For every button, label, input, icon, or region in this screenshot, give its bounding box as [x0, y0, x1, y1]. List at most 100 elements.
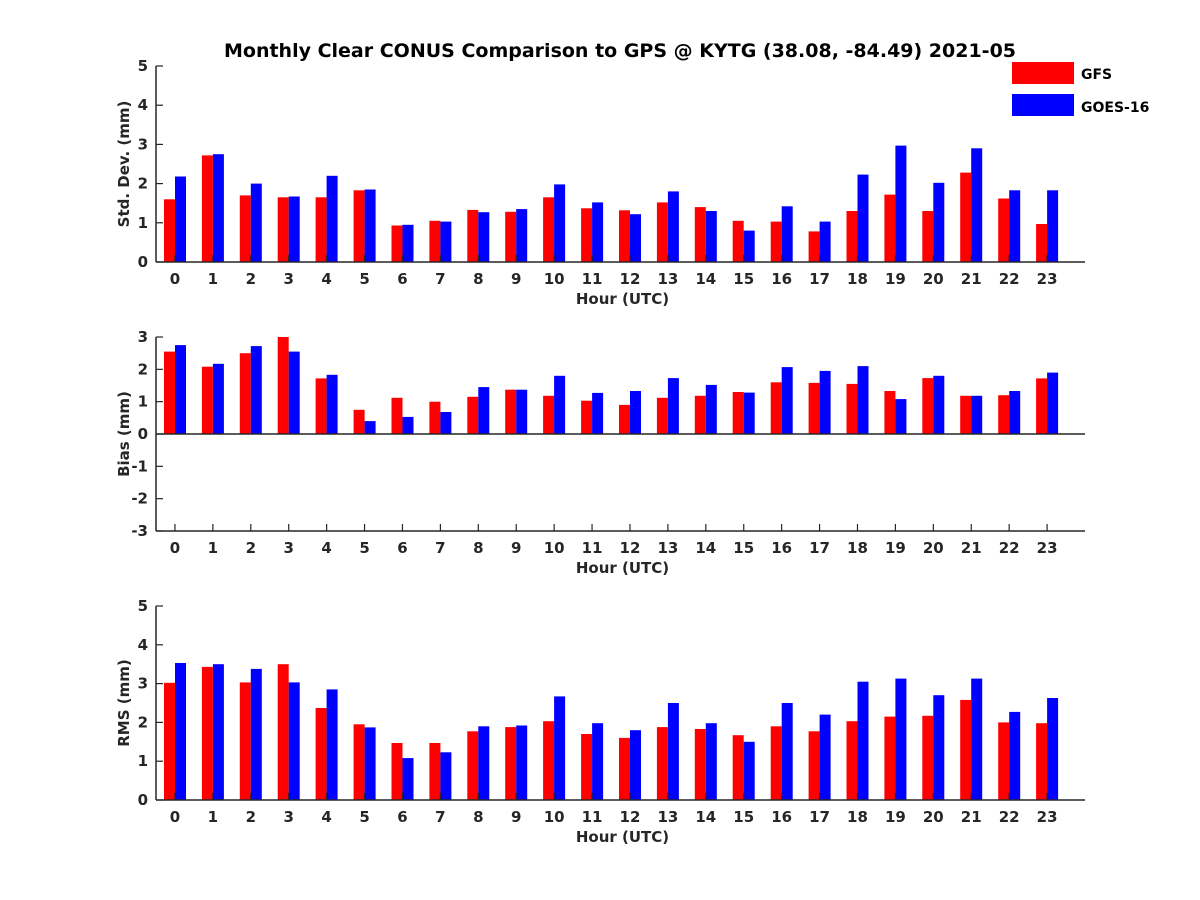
- x-tick-label: 3: [283, 539, 293, 557]
- bar-gfs-hour-13: [656, 202, 668, 262]
- x-tick-label: 4: [321, 539, 331, 557]
- x-tick-label: 0: [170, 539, 180, 557]
- y-tick-label: 4: [138, 636, 148, 654]
- bar-gfs-hour-1: [201, 366, 213, 434]
- bar-goes16-hour-7: [440, 412, 452, 434]
- bar-gfs-hour-23: [1036, 224, 1048, 262]
- x-tick-label: 22: [999, 270, 1020, 288]
- bar-gfs-hour-0: [164, 199, 175, 262]
- bar-goes16-hour-13: [667, 378, 679, 434]
- bar-gfs-hour-10: [543, 197, 555, 262]
- bar-gfs-hour-13: [656, 727, 668, 800]
- x-tick-label: 19: [885, 270, 906, 288]
- x-tick-label: 23: [1037, 808, 1058, 826]
- bar-goes16-hour-2: [250, 183, 262, 262]
- bar-gfs-hour-1: [201, 155, 213, 262]
- x-tick-label: 20: [923, 808, 944, 826]
- x-tick-label: 6: [397, 808, 407, 826]
- bar-goes16-hour-15: [743, 230, 755, 262]
- bar-gfs-hour-17: [808, 231, 820, 262]
- bar-gfs-hour-21: [960, 395, 972, 434]
- x-tick-label: 2: [246, 539, 256, 557]
- bar-gfs-hour-22: [998, 395, 1010, 434]
- y-tick-label: 1: [138, 214, 148, 232]
- bar-gfs-hour-10: [543, 721, 555, 800]
- bar-gfs-hour-5: [353, 724, 365, 800]
- bar-goes16-hour-3: [288, 682, 300, 800]
- bar-goes16-hour-5: [364, 421, 376, 434]
- y-tick-label: 5: [138, 597, 148, 615]
- bar-gfs-hour-12: [619, 404, 630, 434]
- bar-goes16-hour-23: [1047, 190, 1059, 262]
- y-axis-label: RMS (mm): [115, 659, 133, 746]
- bar-gfs-hour-17: [808, 731, 820, 800]
- bar-gfs-hour-18: [846, 211, 858, 262]
- bar-gfs-hour-15: [732, 220, 744, 262]
- bar-gfs-hour-14: [694, 207, 706, 262]
- x-tick-label: 7: [435, 808, 445, 826]
- x-tick-label: 8: [473, 539, 483, 557]
- x-tick-label: 14: [695, 808, 716, 826]
- bar-gfs-hour-16: [770, 382, 782, 434]
- bar-goes16-hour-5: [364, 189, 376, 262]
- bar-gfs-hour-7: [429, 401, 441, 434]
- bar-gfs-hour-19: [884, 194, 896, 262]
- x-tick-label: 4: [321, 808, 331, 826]
- bar-gfs-hour-16: [770, 221, 782, 262]
- bar-gfs-hour-23: [1036, 378, 1048, 434]
- bar-goes16-hour-15: [743, 741, 755, 800]
- x-tick-label: 17: [809, 808, 830, 826]
- bar-goes16-hour-21: [971, 148, 983, 262]
- bar-gfs-hour-0: [164, 351, 175, 434]
- bar-gfs-hour-2: [239, 682, 251, 800]
- bar-goes16-hour-10: [554, 184, 566, 262]
- bar-goes16-hour-13: [667, 703, 679, 800]
- bar-gfs-hour-11: [581, 400, 593, 434]
- bar-goes16-hour-13: [667, 191, 679, 262]
- bar-goes16-hour-14: [705, 384, 717, 434]
- x-tick-label: 17: [809, 539, 830, 557]
- x-tick-label: 12: [620, 539, 641, 557]
- bar-goes16-hour-6: [402, 758, 414, 800]
- bar-goes16-hour-0: [175, 663, 186, 800]
- bar-goes16-hour-22: [1009, 190, 1021, 262]
- bar-goes16-hour-22: [1009, 711, 1021, 800]
- bar-goes16-hour-1: [212, 363, 224, 434]
- bar-goes16-hour-0: [175, 345, 186, 434]
- bar-gfs-hour-8: [467, 209, 479, 262]
- bar-goes16-hour-4: [326, 175, 338, 262]
- y-tick-label: 1: [138, 752, 148, 770]
- bar-goes16-hour-22: [1009, 391, 1021, 434]
- chart-legend: GFS GOES-16: [1012, 62, 1149, 116]
- bar-goes16-hour-8: [478, 212, 490, 262]
- bar-goes16-hour-2: [250, 346, 262, 434]
- x-tick-label: 8: [473, 270, 483, 288]
- x-tick-label: 23: [1037, 270, 1058, 288]
- legend-swatch-goes16: [1012, 94, 1074, 116]
- x-tick-label: 1: [208, 808, 218, 826]
- bar-gfs-hour-1: [201, 666, 213, 800]
- x-tick-label: 7: [435, 539, 445, 557]
- x-tick-label: 12: [620, 270, 641, 288]
- bar-goes16-hour-18: [857, 174, 869, 262]
- bar-gfs-hour-3: [277, 664, 289, 800]
- x-tick-label: 19: [885, 539, 906, 557]
- bar-goes16-hour-14: [705, 723, 717, 800]
- bar-goes16-hour-21: [971, 678, 983, 800]
- x-tick-label: 21: [961, 808, 982, 826]
- bar-goes16-hour-16: [781, 206, 793, 262]
- x-tick-label: 5: [359, 539, 369, 557]
- bar-gfs-hour-8: [467, 396, 479, 434]
- x-tick-label: 14: [695, 270, 716, 288]
- y-tick-label: 5: [138, 57, 148, 75]
- legend-swatch-gfs: [1012, 62, 1074, 84]
- bar-gfs-hour-11: [581, 734, 593, 800]
- bar-goes16-hour-16: [781, 367, 793, 434]
- bar-goes16-hour-6: [402, 416, 414, 434]
- x-tick-label: 21: [961, 539, 982, 557]
- bar-gfs-hour-9: [505, 727, 517, 800]
- bar-goes16-hour-20: [933, 695, 945, 800]
- bar-goes16-hour-7: [440, 221, 452, 262]
- bar-goes16-hour-20: [933, 375, 945, 434]
